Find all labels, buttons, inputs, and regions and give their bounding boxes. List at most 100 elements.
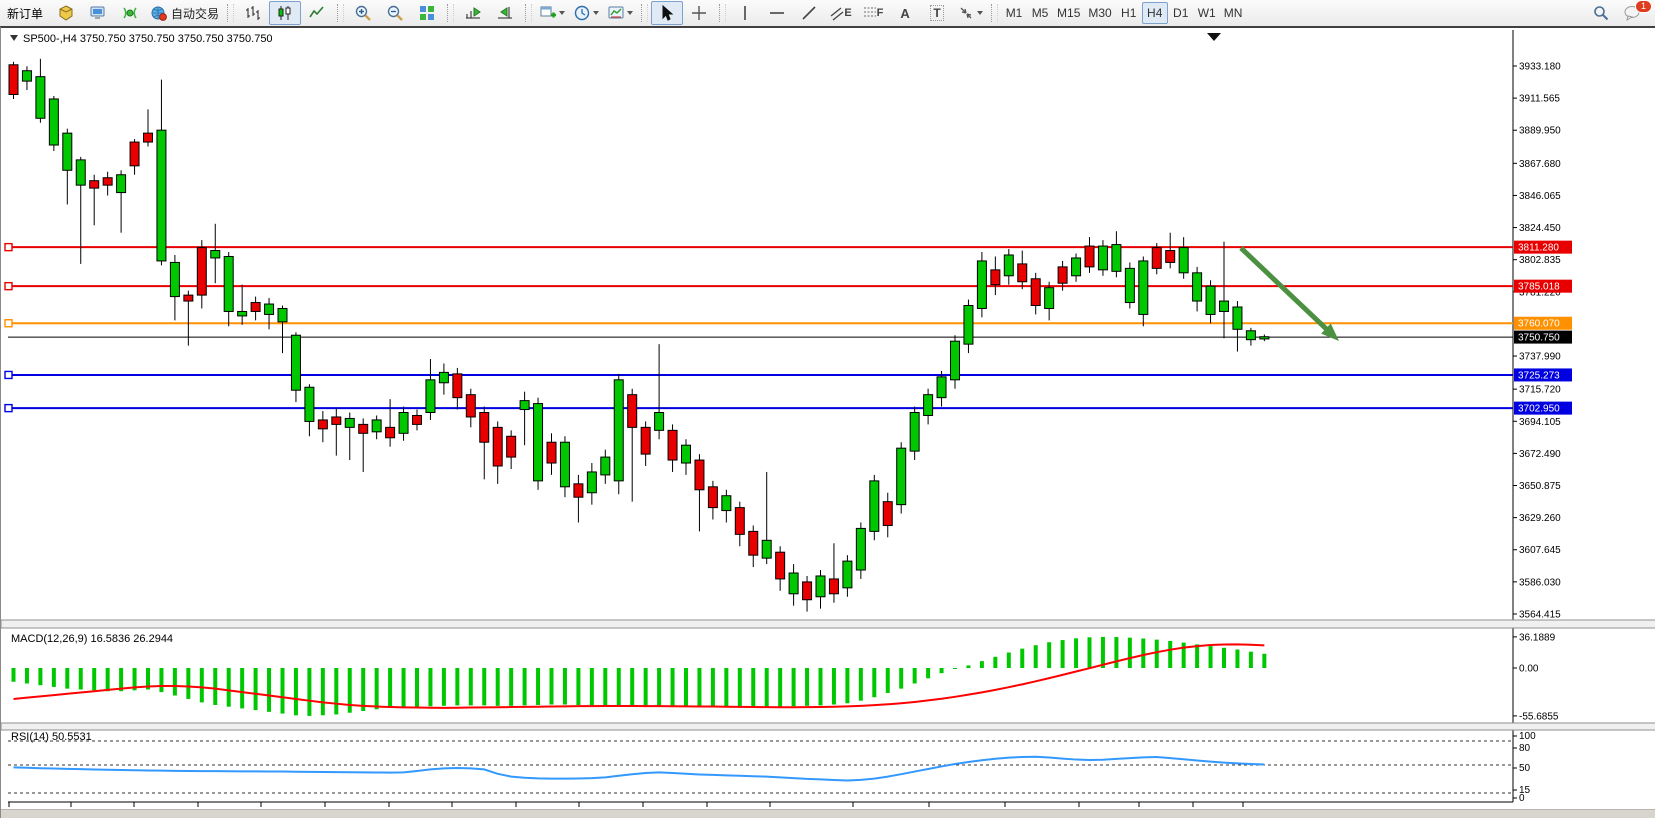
notification-badge: 1	[1635, 0, 1652, 13]
arrows-icon	[960, 7, 972, 19]
candlestick-chart-icon	[278, 6, 291, 20]
text-button[interactable]: A	[889, 1, 921, 25]
candle	[546, 441, 557, 464]
auto-trading-button[interactable]: 自动交易	[146, 1, 223, 25]
y-axis-label: 3889.950	[1519, 126, 1561, 137]
chart-template-button[interactable]	[603, 1, 637, 25]
macd-histogram-bar	[751, 668, 756, 708]
candle	[640, 426, 651, 455]
line-anchor-marker[interactable]	[4, 242, 13, 252]
tab-m1[interactable]: M1	[1001, 2, 1027, 24]
toolbar: 新订单 自动交易 E F A T	[0, 0, 1655, 27]
candle	[196, 247, 207, 296]
fibonacci-button[interactable]: F	[857, 1, 889, 25]
tab-m5[interactable]: M5	[1027, 2, 1053, 24]
macd-histogram-bar	[415, 668, 419, 707]
candle	[976, 260, 987, 309]
candle	[681, 444, 691, 464]
toolbar-grip	[719, 4, 727, 22]
tab-w1[interactable]: W1	[1194, 2, 1220, 24]
channel-letter: E	[844, 7, 852, 19]
macd-histogram-bar	[51, 668, 56, 687]
new-chart-button[interactable]	[535, 1, 569, 25]
y-axis-label: 3802.835	[1519, 255, 1561, 266]
macd-histogram-bar	[630, 668, 635, 707]
macd-histogram-bar	[455, 668, 460, 706]
macd-histogram-bar	[1181, 642, 1186, 668]
tab-mn[interactable]: MN	[1220, 2, 1247, 24]
zoom-in-button[interactable]	[347, 1, 379, 25]
trend-arrow[interactable]	[1239, 246, 1333, 335]
period-button[interactable]	[569, 1, 603, 25]
macd-histogram-bar	[1020, 648, 1025, 668]
candle	[990, 269, 1001, 286]
macd-histogram-bar	[1195, 644, 1200, 668]
trendline-button[interactable]	[793, 1, 825, 25]
candle	[1219, 300, 1229, 312]
tab-m15[interactable]: M15	[1053, 2, 1084, 24]
chart-title: SP500-,H4 3750.750 3750.750 3750.750 375…	[23, 33, 273, 45]
candlestick-chart-button[interactable]	[269, 1, 302, 25]
macd-histogram-bar	[65, 668, 70, 689]
candle	[143, 132, 153, 143]
tab-d1[interactable]: D1	[1168, 2, 1194, 24]
candle	[277, 307, 288, 323]
candle	[479, 412, 490, 443]
scroll-to-end-marker[interactable]	[1207, 33, 1221, 41]
y-axis-label: 3715.720	[1519, 385, 1561, 396]
text-label-button[interactable]: T	[921, 1, 953, 25]
bar-chart-button[interactable]	[237, 1, 269, 25]
macd-histogram-bar	[509, 668, 514, 706]
vertical-line-button[interactable]	[729, 1, 761, 25]
search-button[interactable]	[1585, 1, 1617, 25]
equidistant-channel-button[interactable]: E	[825, 1, 857, 25]
y-axis-label: 3586.030	[1519, 577, 1561, 588]
notifications-button[interactable]: 1	[1617, 0, 1652, 25]
cursor-icon	[662, 4, 674, 21]
macd-histogram-bar	[979, 661, 984, 668]
macd-histogram-bar	[495, 668, 500, 706]
line-anchor-marker[interactable]	[4, 319, 13, 328]
line-anchor-marker[interactable]	[4, 281, 13, 291]
zoom-out-button[interactable]	[379, 1, 411, 25]
arrows-button[interactable]	[953, 1, 987, 25]
market-watch-button[interactable]	[82, 1, 114, 25]
auto-scroll-button[interactable]	[457, 1, 489, 25]
cursor-button[interactable]	[651, 1, 684, 25]
tab-h4[interactable]: H4	[1141, 2, 1168, 24]
candle	[613, 379, 624, 482]
macd-histogram-bar	[132, 668, 137, 691]
macd-histogram-bar	[549, 668, 554, 705]
macd-histogram-bar	[589, 668, 594, 706]
macd-histogram-bar	[441, 668, 446, 706]
candle	[169, 261, 180, 298]
horizontal-line-button[interactable]	[761, 1, 793, 25]
tile-windows-button[interactable]	[411, 1, 443, 25]
new-order-icon[interactable]	[50, 1, 82, 25]
macd-histogram-bar	[993, 656, 998, 668]
signal-button[interactable]	[114, 1, 146, 25]
macd-histogram-bar	[78, 668, 83, 690]
fibonacci-letter: F	[876, 7, 884, 19]
price-badge	[1514, 279, 1572, 293]
macd-histogram-bar	[684, 668, 688, 706]
line-chart-button[interactable]	[301, 1, 333, 25]
rsi-scale-label: 100	[1519, 731, 1536, 742]
tab-h1[interactable]: H1	[1116, 2, 1142, 24]
line-anchor-marker[interactable]	[4, 370, 13, 380]
price-chart[interactable]: 3933.180 3911.565 3889.950 3867.680 3846.065…	[1, 28, 1655, 812]
candle	[896, 447, 907, 506]
crosshair-button[interactable]	[683, 1, 715, 25]
macd-histogram-bar	[11, 668, 16, 682]
candle	[748, 530, 759, 556]
candle	[89, 180, 100, 189]
chart-shift-button[interactable]	[489, 1, 521, 25]
line-anchor-marker[interactable]	[4, 403, 13, 413]
panel-splitter[interactable]	[1, 722, 1655, 731]
chart-menu-icon[interactable]	[10, 35, 18, 41]
new-order-button[interactable]: 新订单	[0, 2, 50, 24]
tab-m30[interactable]: M30	[1084, 2, 1115, 24]
panel-splitter[interactable]	[1, 619, 1655, 629]
candle	[331, 416, 342, 425]
candle	[438, 371, 449, 384]
